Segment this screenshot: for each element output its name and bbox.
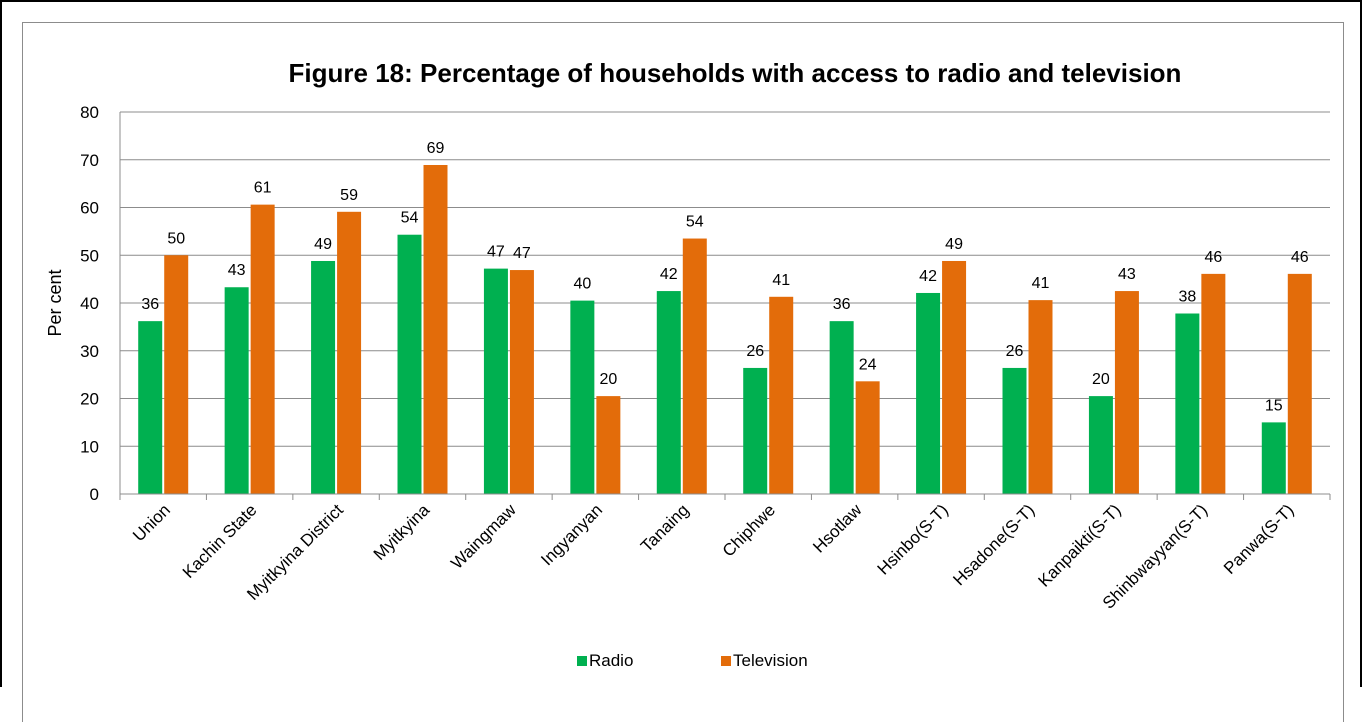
data-label: 54 [686,214,704,231]
legend-label-radio: Radio [589,651,633,670]
x-tick-label: Hsadone(S-T) [949,500,1038,589]
bar-television-waingmaw [509,270,534,494]
bar-television-ingyanyan [596,396,621,494]
chart-title: Figure 18: Percentage of households with… [288,58,1182,88]
bar-television-kanpaikti-s-t- [1114,291,1139,494]
bar-radio-kanpaikti-s-t- [1088,396,1113,494]
data-label: 47 [487,244,505,261]
bar-radio-kachin-state [224,287,249,494]
bar-television-tanaing [682,238,707,494]
data-label: 41 [772,272,790,289]
x-tick-label: Chiphwe [719,500,779,560]
data-label: 26 [1006,343,1024,360]
x-tick-label: Kachin State [179,500,261,582]
bar-radio-ingyanyan [570,300,595,494]
bar-radio-tanaing [656,291,681,494]
data-label: 49 [314,236,332,253]
bar-television-myitkyina-district [337,211,362,495]
x-tick-label: Ingyanyan [537,500,606,569]
data-label: 49 [945,236,963,253]
bar-television-chiphwe [769,296,794,494]
bar-radio-hsadone-s-t- [1002,367,1027,494]
data-label: 54 [401,210,419,227]
data-label: 15 [1265,397,1283,414]
bar-television-myitkyina [423,165,448,494]
y-tick-label: 40 [80,294,99,313]
bar-television-union [164,255,189,494]
bar-radio-hsotlaw [829,321,854,494]
legend-swatch-radio [577,656,587,666]
data-label: 38 [1178,289,1196,306]
bar-chart: 36 50 43 61 49 59 54 69 47 47 40 20 42 54 26 41 36 24 42 49… [45,103,1331,670]
x-tick-label: Waingmaw [447,500,520,573]
bar-television-hsinbo-s-t- [942,260,967,494]
y-tick-label: 70 [80,151,99,170]
data-label: 20 [1092,371,1110,388]
x-tick-label: Tanaing [637,500,693,556]
outer-frame [0,0,1362,687]
bar-radio-myitkyina-district [311,260,336,494]
bar-radio-hsinbo-s-t- [916,292,941,494]
data-label: 20 [599,371,617,388]
data-label: 50 [167,230,185,247]
data-label: 47 [513,245,531,262]
x-tick-label: Union [129,500,174,545]
x-tick-label: Myitkyina [370,500,434,564]
data-label: 26 [746,343,764,360]
x-tick-label: Myitkyina District [243,500,347,604]
bar-television-panwa-s-t- [1287,273,1312,494]
y-tick-label: 60 [80,199,99,218]
y-axis-label: Per cent [45,269,65,336]
bar-radio-panwa-s-t- [1261,422,1286,494]
bar-television-kachin-state [250,204,275,494]
y-tick-label: 0 [90,485,99,504]
y-tick-label: 30 [80,342,99,361]
x-tick-label: Hsotlaw [809,500,866,557]
data-label: 42 [660,266,678,283]
data-label: 36 [833,296,851,313]
data-label: 46 [1204,249,1222,266]
y-tick-label: 50 [80,246,99,265]
x-tick-label: Kanpaikti(S-T) [1035,500,1125,590]
data-label: 42 [919,268,937,285]
data-label: 59 [340,187,358,204]
data-label: 40 [573,276,591,293]
data-label: 43 [1118,266,1136,283]
data-label: 46 [1291,249,1309,266]
bar-television-hsotlaw [855,381,880,494]
bar-television-hsadone-s-t- [1028,300,1053,494]
chart-border [22,22,1344,722]
x-tick-label: Hsinbo(S-T) [874,500,952,578]
data-label: 36 [141,296,159,313]
bar-television-shinbwayyan-s-t- [1201,273,1226,494]
legend-label-television: Television [733,651,808,670]
bar-radio-myitkyina [397,234,422,494]
bar-radio-union [138,321,163,494]
data-label: 24 [859,356,877,373]
y-tick-label: 10 [80,437,99,456]
bar-radio-chiphwe [743,367,768,494]
y-tick-label: 80 [80,103,99,122]
data-label: 69 [427,140,445,157]
y-tick-label: 20 [80,390,99,409]
data-label: 41 [1032,275,1050,292]
x-tick-label: Panwa(S-T) [1220,500,1298,578]
bar-radio-waingmaw [483,268,508,494]
data-label: 43 [228,262,246,279]
legend-swatch-television [721,656,731,666]
bar-radio-shinbwayyan-s-t- [1175,313,1200,494]
data-label: 61 [254,180,272,197]
